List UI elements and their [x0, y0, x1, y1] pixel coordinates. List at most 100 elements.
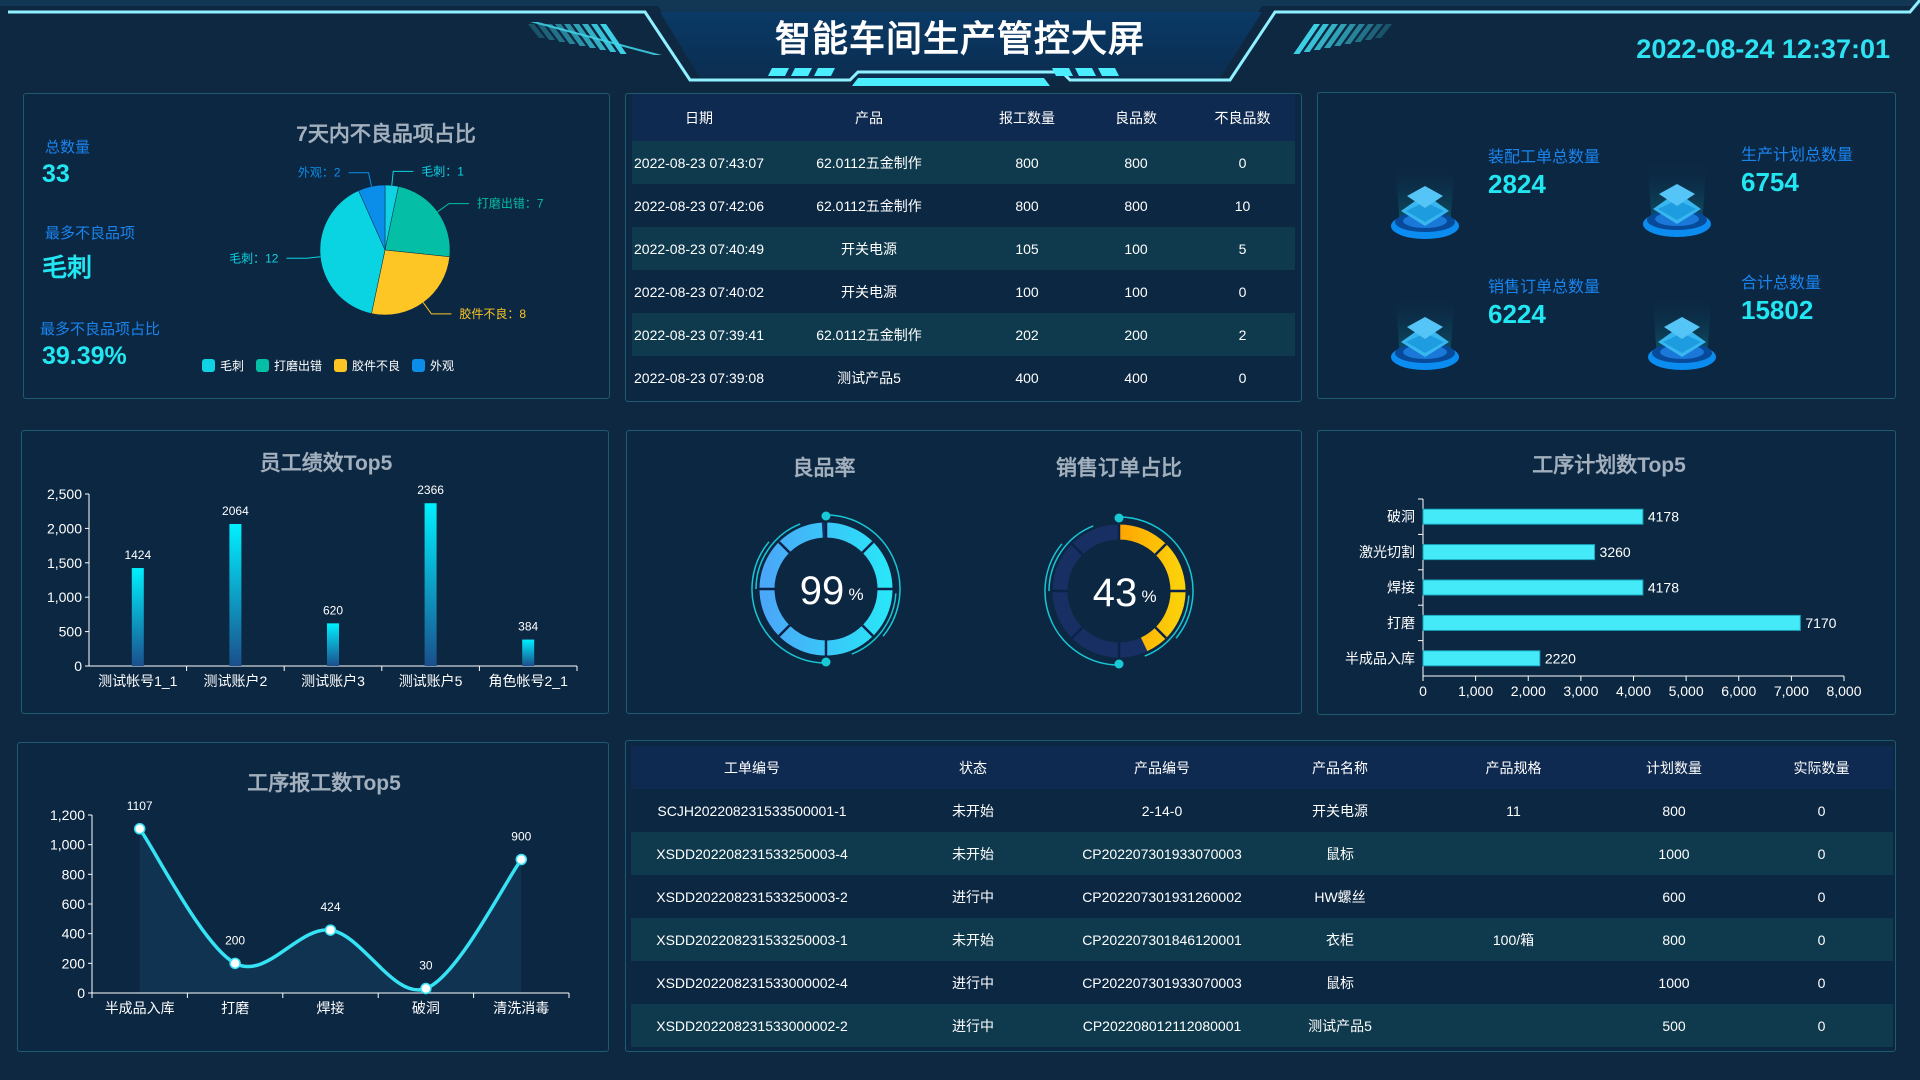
page-title: 智能车间生产管控大屏: [774, 18, 1146, 59]
stripe: [1293, 24, 1320, 54]
table-cell: 进行中: [952, 888, 994, 905]
table-row[interactable]: 2022-08-23 07:39:41 62.0112五金制作 202 200 2: [632, 313, 1295, 356]
report-table-panel: 日期 产品 报工数量 良品数 不良品数 2022-08-23 07:43:07 62.011…: [625, 93, 1302, 402]
table-cell: 100/箱: [1429, 918, 1598, 961]
y-tick-label: 2,500: [47, 486, 82, 502]
table-row[interactable]: XSDD202208231533000002-2 进行中 CP20220801211…: [631, 1004, 1893, 1047]
table-cell: CP202207301846120001: [1073, 918, 1251, 961]
table-cell: 0: [1238, 369, 1247, 386]
top-defect-value: 毛刺: [42, 254, 93, 282]
legend-label: 毛刺: [220, 359, 245, 373]
legend-item[interactable]: 打磨出错: [256, 357, 322, 374]
stat-value: 2824: [1488, 169, 1546, 199]
table-cell: 0: [1817, 802, 1826, 819]
pie-slice-label: 外观：2: [298, 166, 341, 180]
table-cell: 未开始: [873, 832, 1073, 875]
column-header: 实际数量: [1750, 746, 1893, 789]
table-cell: 62.0112五金制作: [766, 141, 972, 184]
table-row[interactable]: 2022-08-23 07:40:49 开关电源 105 100 5: [632, 227, 1295, 270]
process-report-title: 工序报工数Top5: [247, 772, 401, 795]
y-tick-label: 激光切割: [1359, 544, 1415, 560]
legend-swatch: [334, 359, 348, 372]
table-cell: 0: [1750, 832, 1893, 875]
legend-label: 外观: [430, 359, 455, 373]
column-header: 产品名称: [1251, 746, 1429, 789]
table-cell: 鼠标: [1251, 832, 1429, 875]
table-cell: 62.0112五金制作: [816, 197, 922, 214]
bar-value-label: 4178: [1648, 509, 1679, 525]
gauge-outer-arc: [755, 523, 801, 590]
header-row: 日期 产品 报工数量 良品数 不良品数: [632, 94, 1295, 141]
stat-label: 生产计划总数量: [1741, 147, 1854, 164]
legend-swatch: [256, 359, 270, 372]
point-value-label: 200: [225, 933, 245, 947]
table-row[interactable]: XSDD202208231533250003-1 未开始 CP20220730184…: [631, 918, 1893, 961]
table-cell: CP202207301933070003: [1073, 832, 1251, 875]
top-defect-label: 最多不良品项: [45, 225, 136, 242]
legend-item[interactable]: 毛刺: [202, 357, 244, 374]
table-cell: 未开始: [873, 918, 1073, 961]
table-body: 2022-08-23 07:43:07 62.0112五金制作 800 800 0 202…: [632, 141, 1295, 399]
legend-item[interactable]: 外观: [412, 357, 454, 374]
table-row[interactable]: 2022-08-23 07:39:08 测试产品5 400 400 0: [632, 356, 1295, 399]
gauge-outer-arc: [1044, 543, 1120, 666]
table-row[interactable]: XSDD202208231533250003-2 进行中 CP20220730193…: [631, 875, 1893, 918]
x-tick-label: 测试账户2: [204, 673, 268, 689]
gauge-dot: [1114, 513, 1124, 523]
bar: [1422, 508, 1644, 525]
bar: [131, 568, 144, 666]
line-point: [515, 853, 528, 866]
stripe: [537, 24, 556, 40]
legend-item[interactable]: 胶件不良: [334, 357, 400, 374]
table-cell: 10: [1234, 197, 1251, 214]
gauge-value: 99: [800, 569, 845, 613]
table-row[interactable]: XSDD202208231533000002-4 进行中 CP20220730193…: [631, 961, 1893, 1004]
employee-panel: 员工绩效Top5 0 500 1,000 1,500 2,000 2,500 1424 测试帐…: [21, 430, 609, 714]
table-row[interactable]: 2022-08-23 07:40:02 开关电源 100 100 0: [632, 270, 1295, 313]
x-tick-label: 8,000: [1826, 683, 1861, 699]
gauge-dot: [821, 511, 831, 521]
decor-stripes-right: [1293, 24, 1392, 54]
pie-slice: [384, 186, 451, 258]
header-row: 工单编号 状态 产品编号 产品名称 产品规格 计划数量 实际数量: [631, 746, 1893, 789]
table-cell: 600: [1662, 888, 1686, 905]
table-row[interactable]: XSDD202208231533250003-4 未开始 CP20220730193…: [631, 832, 1893, 875]
table-header: 工单编号 状态 产品编号 产品名称 产品规格 计划数量 实际数量: [631, 746, 1893, 789]
y-tick-label: 600: [62, 896, 86, 912]
y-tick-label: 焊接: [1387, 580, 1415, 596]
table-row[interactable]: SCJH202208231533500001-1 未开始 2-14-0 开关电源 11 8…: [631, 789, 1893, 832]
table-cell: 2022-08-23 07:39:08: [634, 369, 764, 386]
gauge-separator: [861, 624, 874, 637]
stripe: [573, 24, 596, 48]
gauge-outer-arc: [825, 514, 901, 637]
orders-table: 工单编号 状态 产品编号 产品名称 产品规格 计划数量 实际数量 SCJH2022082315…: [631, 746, 1893, 1047]
bar-value-label: 620: [323, 603, 343, 617]
gauge-unit: %: [1141, 587, 1156, 606]
y-tick-label: 800: [62, 866, 86, 882]
x-tick-label: 测试帐号1_1: [98, 673, 178, 689]
process-plan-title: 工序计划数Top5: [1532, 454, 1686, 477]
stripe: [528, 24, 545, 38]
bar: [1422, 650, 1541, 667]
table-cell: 2022-08-23 07:40:49: [632, 227, 766, 270]
table-cell: [1429, 832, 1598, 875]
decor-stripes-left: [528, 24, 627, 54]
x-tick-label: 1,000: [1458, 683, 1493, 699]
column-header: 计划数量: [1598, 746, 1750, 789]
table-row[interactable]: 2022-08-23 07:42:06 62.0112五金制作 800 800 10: [632, 184, 1295, 227]
gauge-separator: [1071, 626, 1084, 639]
column-header: 工单编号: [631, 746, 873, 789]
total-value: 33: [42, 160, 70, 188]
gauge-separator: [1071, 543, 1084, 556]
x-tick-label: 打磨: [221, 1000, 249, 1016]
gauge-panel: 良品率 销售订单占比 99% 43%: [626, 430, 1302, 714]
layers-icon: [1632, 156, 1722, 246]
y-tick-label: 破洞: [1387, 509, 1415, 525]
stripe: [1334, 24, 1356, 46]
table-cell: 1000: [1658, 974, 1690, 991]
stripe: [1313, 24, 1338, 50]
y-tick-label: 1,200: [50, 807, 85, 823]
table-row[interactable]: 2022-08-23 07:43:07 62.0112五金制作 800 800 0: [632, 141, 1295, 184]
column-header: 日期: [632, 94, 766, 141]
bar: [1422, 579, 1644, 596]
